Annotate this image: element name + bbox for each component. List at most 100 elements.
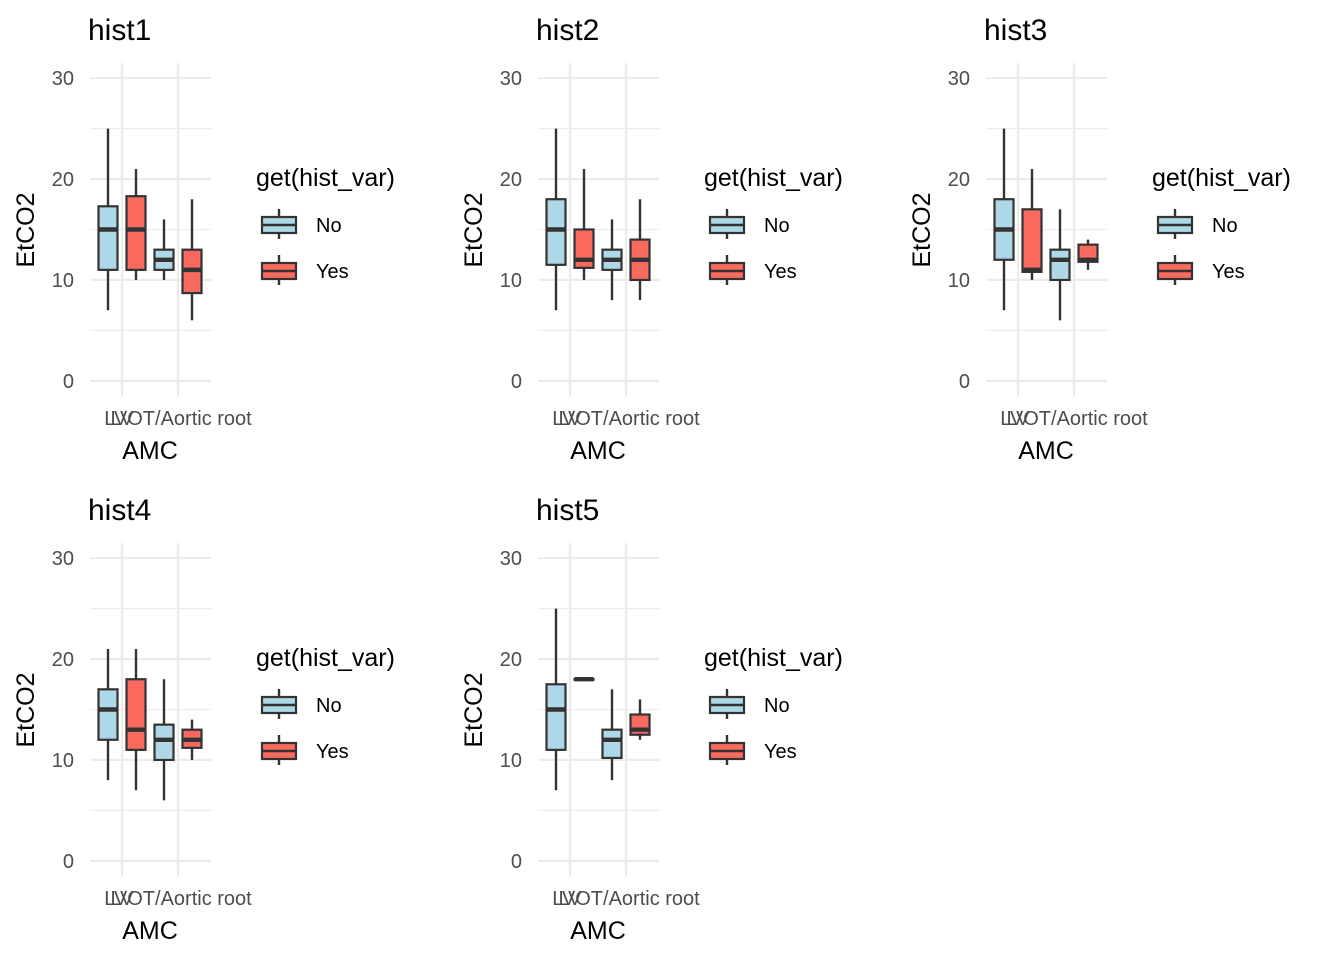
legend-key-yes [260,735,298,765]
grid [538,543,659,876]
legend-label-yes: Yes [316,741,349,763]
box-no-1 [601,689,623,781]
y-tick-label: 0 [511,371,522,393]
x-tick-label: LVOT/Aortic root [1000,408,1148,430]
legend-title: get(hist_var) [704,644,843,672]
box-yes-1 [1077,239,1099,270]
box-body [545,683,567,751]
legend-key-yes [260,255,298,285]
box-yes-1 [181,719,203,760]
legend: get(hist_var) No Yes [1152,164,1291,285]
box-yes-1 [629,699,651,740]
legend-key-yes [708,735,746,765]
y-tick-label: 30 [500,68,522,90]
legend-label-yes: Yes [764,261,797,283]
legend-key-no [260,209,298,239]
y-tick-label: 10 [52,270,74,292]
legend-key-no [708,689,746,719]
x-tick-label: LV [559,888,583,910]
box-no-1 [601,219,623,301]
box-yes-0 [125,168,147,280]
box-body [545,198,567,266]
x-axis-label: AMC [570,437,626,465]
box-body [601,728,623,760]
x-tick-label: LVOT/Aortic root [104,408,252,430]
legend-label-yes: Yes [1212,261,1245,283]
box-no-1 [153,219,175,280]
y-tick-label: 10 [52,750,74,772]
panel-title: hist4 [88,494,151,527]
legend-title: get(hist_var) [256,644,395,672]
box-body [125,195,147,271]
grid [90,543,211,876]
y-tick-label: 0 [63,851,74,873]
legend-label-no: No [764,695,790,717]
y-tick-label: 10 [948,270,970,292]
legend-label-yes: Yes [316,261,349,283]
box-yes-0 [1021,168,1043,280]
panel-title: hist5 [536,494,599,527]
legend-label-no: No [316,695,342,717]
box-body [97,205,119,271]
legend-key-no [260,689,298,719]
grid [90,63,211,396]
box-yes-1 [181,199,203,321]
y-tick-label: 0 [959,371,970,393]
y-axis-label: EtCO2 [12,192,40,267]
box-no-0 [993,128,1015,311]
y-tick-label: 0 [63,371,74,393]
y-axis-label: EtCO2 [908,192,936,267]
x-tick-label: LV [1007,408,1031,430]
box-no-1 [153,679,175,801]
legend-label-no: No [764,215,790,237]
panel-title: hist1 [88,14,151,47]
box-no-0 [97,648,119,781]
y-tick-label: 30 [52,68,74,90]
x-tick-label: LV [559,408,583,430]
legend-title: get(hist_var) [1152,164,1291,192]
y-tick-label: 20 [52,649,74,671]
x-axis-label: AMC [1018,437,1074,465]
legend-label-no: No [316,215,342,237]
box-no-0 [545,608,567,791]
x-tick-label: LV [111,888,135,910]
y-tick-label: 30 [500,548,522,570]
box-yes-0 [125,648,147,791]
legend-key-yes [708,255,746,285]
box-no-0 [545,128,567,311]
box-body [1049,248,1071,282]
legend-label-yes: Yes [764,741,797,763]
y-tick-label: 10 [500,270,522,292]
legend-title: get(hist_var) [704,164,843,192]
y-axis-label: EtCO2 [460,192,488,267]
x-tick-label: LVOT/Aortic root [552,888,700,910]
y-tick-label: 20 [948,169,970,191]
x-axis-label: AMC [122,917,178,945]
grid [986,63,1107,396]
legend-key-no [708,209,746,239]
box-body [1021,208,1043,273]
legend: get(hist_var) No Yes [704,644,843,765]
box-body [573,228,595,269]
y-tick-label: 10 [500,750,522,772]
y-axis-label: EtCO2 [12,672,40,747]
legend-key-no [1156,209,1194,239]
x-tick-label: LVOT/Aortic root [552,408,700,430]
box-yes-0 [573,677,595,682]
legend: get(hist_var) No Yes [704,164,843,285]
y-tick-label: 20 [500,649,522,671]
x-axis-label: AMC [570,917,626,945]
y-tick-label: 20 [52,169,74,191]
x-axis-label: AMC [122,437,178,465]
box-no-1 [1049,209,1071,321]
box-no-0 [97,128,119,311]
x-tick-label: LVOT/Aortic root [104,888,252,910]
box-yes-0 [573,168,595,280]
legend-key-yes [1156,255,1194,285]
y-tick-label: 30 [52,548,74,570]
box-yes-1 [629,199,651,301]
y-tick-label: 30 [948,68,970,90]
